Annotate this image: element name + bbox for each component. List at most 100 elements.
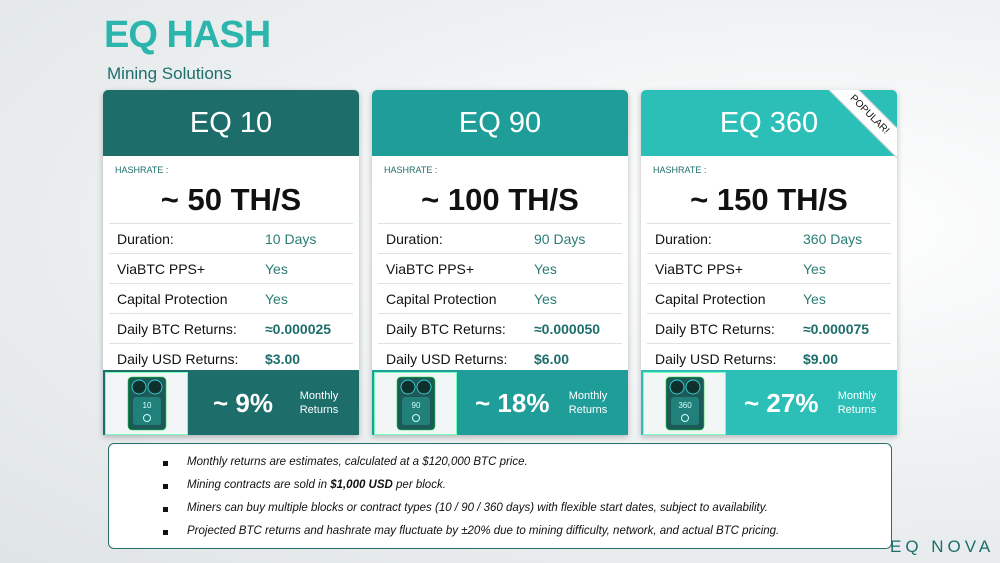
note: Miners can buy multiple blocks or contra… [187, 502, 768, 514]
spec-row: Daily BTC Returns: ≈0.000075 [647, 313, 891, 344]
note: Mining contracts are sold in $1,000 USD … [187, 479, 446, 491]
monthly-return: ~ 27% [744, 388, 819, 418]
miner-image: 90 [374, 372, 457, 435]
subtitle: Mining Solutions [107, 64, 232, 83]
spec-value: 10 Days [265, 231, 317, 247]
spec-label: Duration: [655, 231, 712, 247]
spec-value: Yes [803, 291, 826, 307]
spec-value: Yes [265, 261, 288, 277]
spec-label: ViaBTC PPS+ [117, 261, 206, 277]
miner-led [681, 414, 689, 422]
spec-row: Daily BTC Returns: ≈0.000025 [109, 313, 353, 344]
spec-label: ViaBTC PPS+ [386, 261, 475, 277]
spec-value: 360 Days [803, 231, 863, 247]
plan-card: EQ 90 HASHRATE : ~ 100 TH/S Duration: 90 Day… [372, 90, 628, 435]
fan [400, 379, 416, 395]
spec-row: Daily USD Returns: $9.00 [647, 343, 891, 374]
note: Monthly returns are estimates, calculate… [187, 456, 528, 468]
returns-strip: 360 ~ 27% Monthly Returns [641, 370, 897, 435]
spec-value: ≈0.000050 [534, 321, 601, 337]
spec-label: Daily USD Returns: [386, 351, 508, 367]
spec-label: Capital Protection [655, 291, 766, 307]
notes-box: Monthly returns are estimates, calculate… [108, 443, 892, 549]
miner-led [143, 414, 151, 422]
spec-row: Daily USD Returns: $3.00 [109, 343, 353, 374]
spec-row: Daily USD Returns: $6.00 [378, 343, 622, 374]
bullet [163, 507, 168, 512]
spec-label: Daily USD Returns: [117, 351, 239, 367]
miner-icon: 360 [665, 376, 705, 431]
spec-row: Daily BTC Returns: ≈0.000050 [378, 313, 622, 344]
monthly-return: ~ 9% [213, 388, 273, 418]
returns-strip: 90 ~ 18% Monthly Returns [372, 370, 628, 435]
bullet [163, 484, 168, 489]
miner-label: 360 [678, 401, 692, 410]
hashrate: ~ 50 TH/S [160, 182, 302, 217]
returns-strip: 10 ~ 9% Monthly Returns [103, 370, 359, 435]
monthly-return: ~ 18% [475, 388, 550, 418]
monthly-return-label: Monthly Returns [837, 390, 877, 416]
spec-label: Duration: [386, 231, 443, 247]
miner-panel [402, 397, 430, 425]
spec-value: Yes [534, 261, 557, 277]
spec-row: Capital Protection Yes [378, 283, 622, 314]
miner-label: 90 [412, 401, 421, 410]
note-text: Mining contracts are sold in [187, 479, 331, 491]
spec-value: Yes [803, 261, 826, 277]
miner-panel [133, 397, 161, 425]
spec-label: Daily BTC Returns: [386, 321, 506, 337]
fan [416, 379, 432, 395]
hashrate-label: HASHRATE : [115, 165, 169, 175]
spec-row: Capital Protection Yes [109, 283, 353, 314]
spec-label: Daily USD Returns: [655, 351, 777, 367]
spec-label: Daily BTC Returns: [655, 321, 775, 337]
miner-icon: 10 [127, 376, 167, 431]
spec-row: ViaBTC PPS+ Yes [378, 253, 622, 284]
spec-value: $3.00 [265, 351, 301, 367]
brand: EQ NOVA [890, 537, 995, 556]
miner-image: 360 [643, 372, 726, 435]
plan-name: EQ 90 [372, 90, 628, 156]
miner-panel [671, 397, 699, 425]
spec-value: Yes [534, 291, 557, 307]
spec-value: ≈0.000075 [803, 321, 870, 337]
spec-label: Daily BTC Returns: [117, 321, 237, 337]
plan-card: EQ 360 POPULAR! HASHRATE : ~ 150 TH/S Durati… [641, 90, 897, 435]
note-text: $1,000 USD [330, 479, 393, 491]
fan [147, 379, 163, 395]
hashrate: ~ 100 TH/S [421, 182, 579, 217]
bullet [163, 530, 168, 535]
plan-card: EQ 10 HASHRATE : ~ 50 TH/S Duration: 10 Days… [103, 90, 359, 435]
spec-value: 90 Days [534, 231, 586, 247]
monthly-return-label: Monthly Returns [299, 390, 339, 416]
spec-row: ViaBTC PPS+ Yes [647, 253, 891, 284]
note: Projected BTC returns and hashrate may f… [187, 525, 779, 537]
spec-value: Yes [265, 291, 288, 307]
fan [669, 379, 685, 395]
plan-name: EQ 10 [103, 90, 359, 156]
fan [685, 379, 701, 395]
title: EQ HASH [104, 14, 271, 56]
note-text: Miners can buy multiple blocks or contra… [187, 502, 768, 514]
hashrate-label: HASHRATE : [384, 165, 438, 175]
hashrate-label: HASHRATE : [653, 165, 707, 175]
spec-row: Capital Protection Yes [647, 283, 891, 314]
spec-label: ViaBTC PPS+ [655, 261, 744, 277]
spec-row: ViaBTC PPS+ Yes [109, 253, 353, 284]
miner-led [412, 414, 420, 422]
note-text: Monthly returns are estimates, calculate… [187, 456, 528, 468]
note-text: Projected BTC returns and hashrate may f… [187, 525, 780, 537]
hashrate: ~ 150 TH/S [690, 182, 848, 217]
miner-image: 10 [105, 372, 188, 435]
spec-label: Duration: [117, 231, 174, 247]
spec-value: $9.00 [803, 351, 839, 367]
spec-label: Capital Protection [386, 291, 497, 307]
spec-label: Capital Protection [117, 291, 228, 307]
spec-row: Duration: 360 Days [647, 223, 891, 254]
spec-value: ≈0.000025 [265, 321, 332, 337]
spec-value: $6.00 [534, 351, 570, 367]
spec-row: Duration: 10 Days [109, 223, 353, 254]
monthly-return-label: Monthly Returns [568, 390, 608, 416]
note-text: per block. [392, 479, 446, 491]
spec-row: Duration: 90 Days [378, 223, 622, 254]
